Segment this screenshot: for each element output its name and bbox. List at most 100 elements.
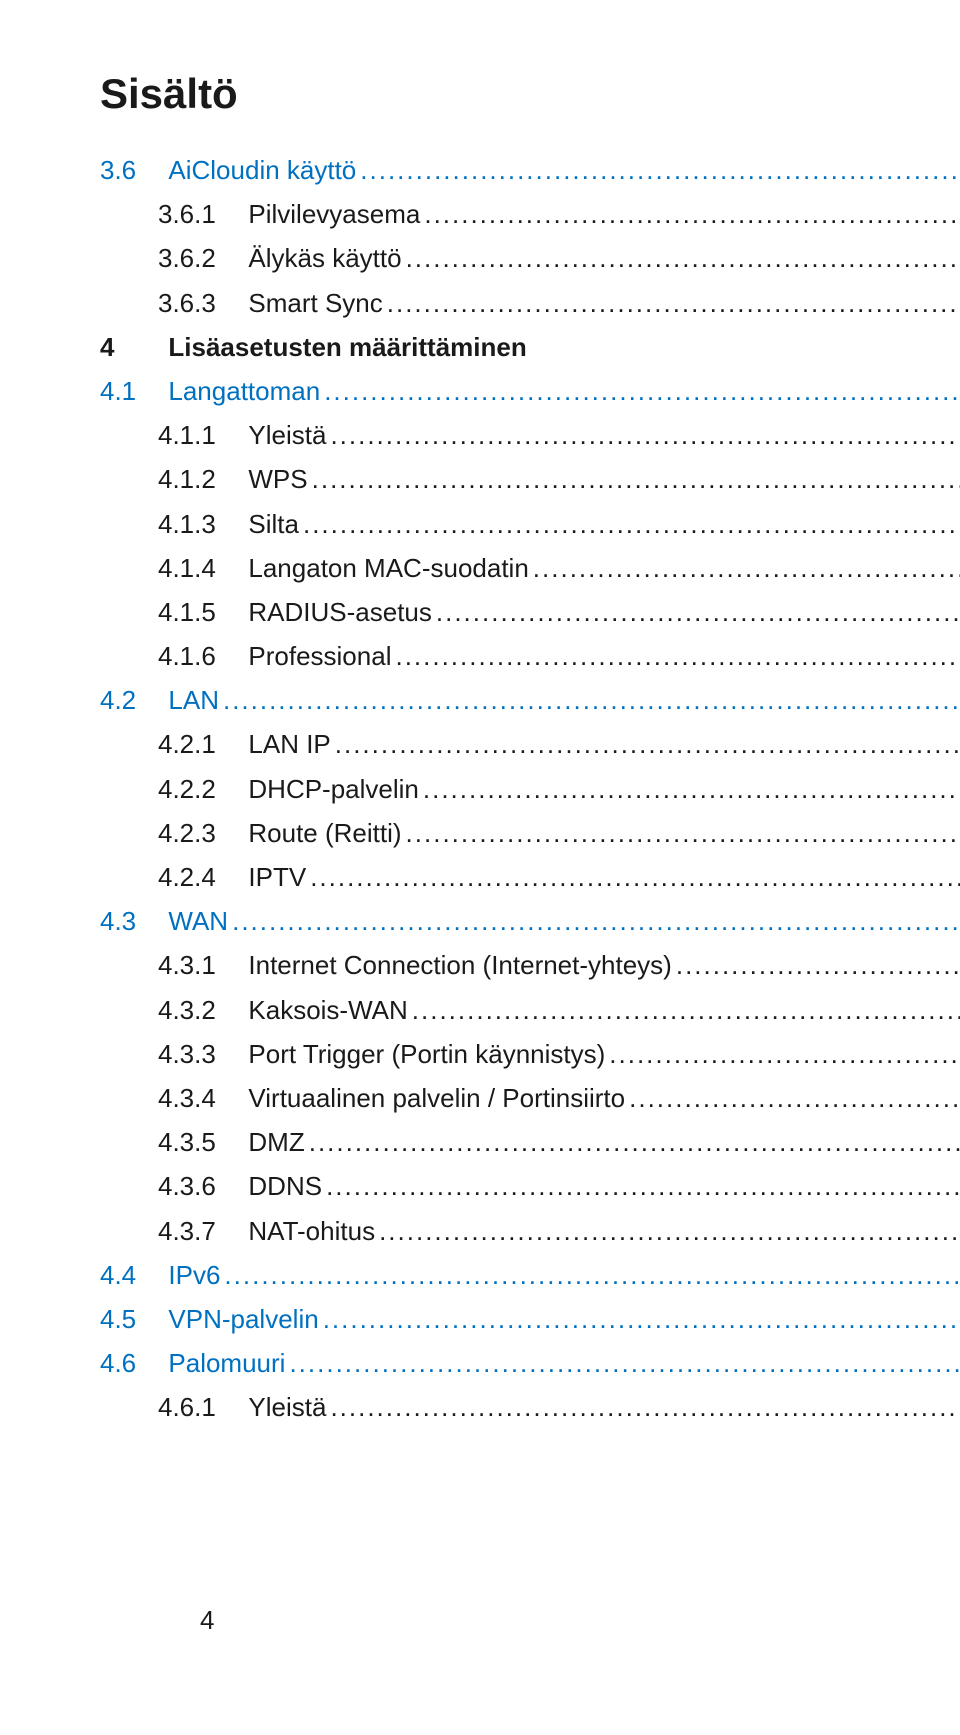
toc-entry-number: 4.2.2: [158, 767, 238, 811]
toc-entry[interactable]: 4Lisäasetusten määrittäminen: [100, 325, 960, 369]
toc-entry-label: Route (Reitti): [248, 811, 401, 855]
toc-entry[interactable]: 4.4IPv672: [100, 1253, 960, 1297]
toc-entry[interactable]: 4.6Palomuuri74: [100, 1341, 960, 1385]
toc-entry-number: 4.3.1: [158, 943, 238, 987]
toc-entry[interactable]: 4.2.1LAN IP56: [158, 722, 960, 766]
toc-entry-label: VPN-palvelin: [168, 1297, 318, 1341]
toc-entry[interactable]: 4.2.2DHCP-palvelin57: [158, 767, 960, 811]
toc-leader-dots: [676, 943, 960, 987]
toc-entry-number: 3.6.2: [158, 236, 238, 280]
toc-entry[interactable]: 4.3.2Kaksois-WAN63: [158, 988, 960, 1032]
toc-entry-label: Kaksois-WAN: [248, 988, 407, 1032]
toc-entry-label: WAN: [168, 899, 228, 943]
toc-entry[interactable]: 4.3.1Internet Connection (Internet-yhtey…: [158, 943, 960, 987]
toc-leader-dots: [609, 1032, 960, 1076]
toc-entry[interactable]: 4.3.5DMZ69: [158, 1120, 960, 1164]
toc-entry-number: 4.6: [100, 1341, 158, 1385]
toc-entry-label: LAN IP: [248, 722, 330, 766]
toc-entry-label: DMZ: [248, 1120, 304, 1164]
toc-entry-number: 4.1.3: [158, 502, 238, 546]
toc-leader-dots: [223, 678, 960, 722]
toc-entry-number: 4.2.1: [158, 722, 238, 766]
toc-entry-label: Internet Connection (Internet-yhteys): [248, 943, 671, 987]
toc-entry-number: 4.5: [100, 1297, 158, 1341]
toc-leader-dots: [335, 722, 960, 766]
toc-entry[interactable]: 4.1.1Yleistä45: [158, 413, 960, 457]
toc-entry[interactable]: 4.3.4Virtuaalinen palvelin / Portinsiirt…: [158, 1076, 960, 1120]
toc-leader-dots: [387, 281, 960, 325]
toc-entry-label: DDNS: [248, 1164, 322, 1208]
toc-entry-label: LAN: [168, 678, 219, 722]
toc-leader-dots: [289, 1341, 960, 1385]
toc-entry[interactable]: 4.1.3Silta50: [158, 502, 960, 546]
toc-entry[interactable]: 4.1Langattoman45: [100, 369, 960, 413]
toc-entry-number: 4.1.6: [158, 634, 238, 678]
toc-entry-label: DHCP-palvelin: [248, 767, 419, 811]
toc-leader-dots: [323, 1297, 960, 1341]
toc-leader-dots: [330, 1385, 960, 1429]
toc-entry-number: 4.3.3: [158, 1032, 238, 1076]
toc-entry-number: 3.6.3: [158, 281, 238, 325]
toc-entry-number: 4.6.1: [158, 1385, 238, 1429]
toc-entry-number: 4.2.3: [158, 811, 238, 855]
toc-entry-number: 4.3.6: [158, 1164, 238, 1208]
toc-entry[interactable]: 4.3.3Port Trigger (Portin käynnistys)64: [158, 1032, 960, 1076]
toc-entry[interactable]: 3.6.2Älykäs käyttö43: [158, 236, 960, 280]
toc-entry-number: 4.3.2: [158, 988, 238, 1032]
toc-entry-number: 4.3.7: [158, 1209, 238, 1253]
toc-entry-number: 4.1: [100, 369, 158, 413]
toc-leader-dots: [379, 1209, 960, 1253]
toc-entry[interactable]: 4.2.3Route (Reitti)59: [158, 811, 960, 855]
toc-entry-label: Yleistä: [248, 1385, 326, 1429]
toc-leader-dots: [232, 899, 960, 943]
toc-entry-number: 4.1.1: [158, 413, 238, 457]
toc-entry-number: 4.3.4: [158, 1076, 238, 1120]
toc-entry[interactable]: 4.1.2WPS48: [158, 457, 960, 501]
toc-entry-label: Professional: [248, 634, 391, 678]
toc-leader-dots: [424, 192, 960, 236]
toc-entry-label: Pilvilevyasema: [248, 192, 420, 236]
toc-entry-label: NAT-ohitus: [248, 1209, 375, 1253]
toc-entry-number: 4.2.4: [158, 855, 238, 899]
toc-entry-label: Yleistä: [248, 413, 326, 457]
toc-entry[interactable]: 4.5VPN-palvelin73: [100, 1297, 960, 1341]
toc-leader-dots: [312, 457, 960, 501]
toc-entry-label: Lisäasetusten määrittäminen: [168, 325, 526, 369]
toc-entry-label: Smart Sync: [248, 281, 382, 325]
toc-entry[interactable]: 4.2.4IPTV60: [158, 855, 960, 899]
toc-entry-number: 4: [100, 325, 158, 369]
toc-entry-label: AiCloudin käyttö: [168, 148, 356, 192]
toc-entry-label: Port Trigger (Portin käynnistys): [248, 1032, 605, 1076]
toc-entry[interactable]: 4.3.6DDNS70: [158, 1164, 960, 1208]
toc-leader-dots: [360, 148, 960, 192]
toc-entry[interactable]: 3.6.1Pilvilevyasema41: [158, 192, 960, 236]
toc-entry-label: IPv6: [168, 1253, 220, 1297]
toc-entry-label: Langattoman: [168, 369, 320, 413]
toc-entry[interactable]: 4.1.4Langaton MAC-suodatin52: [158, 546, 960, 590]
toc-entry-number: 4.4: [100, 1253, 158, 1297]
toc-leader-dots: [406, 236, 960, 280]
toc-entry[interactable]: 4.3.7NAT-ohitus71: [158, 1209, 960, 1253]
toc-leader-dots: [324, 369, 960, 413]
toc-entry[interactable]: 4.1.6Professional54: [158, 634, 960, 678]
toc-entry[interactable]: 4.6.1Yleistä74: [158, 1385, 960, 1429]
toc-entry-label: Palomuuri: [168, 1341, 285, 1385]
toc-leader-dots: [310, 855, 960, 899]
toc-entry[interactable]: 4.2LAN56: [100, 678, 960, 722]
toc-entry-label: IPTV: [248, 855, 306, 899]
toc-entry-label: RADIUS-asetus: [248, 590, 432, 634]
toc-entry-label: WPS: [248, 457, 307, 501]
toc-leader-dots: [423, 767, 960, 811]
toc-entry[interactable]: 3.6.3Smart Sync44: [158, 281, 960, 325]
toc-entry-number: 3.6.1: [158, 192, 238, 236]
toc-entry-number: 4.2: [100, 678, 158, 722]
toc-entry-label: Silta: [248, 502, 299, 546]
toc-entry[interactable]: 3.6AiCloudin käyttö40: [100, 148, 960, 192]
toc-entry-number: 3.6: [100, 148, 158, 192]
toc-leader-dots: [629, 1076, 960, 1120]
toc-entry[interactable]: 4.1.5RADIUS-asetus53: [158, 590, 960, 634]
toc-entry-number: 4.3: [100, 899, 158, 943]
toc-leader-dots: [406, 811, 960, 855]
toc-entry[interactable]: 4.3WAN61: [100, 899, 960, 943]
toc-entry-label: Älykäs käyttö: [248, 236, 401, 280]
